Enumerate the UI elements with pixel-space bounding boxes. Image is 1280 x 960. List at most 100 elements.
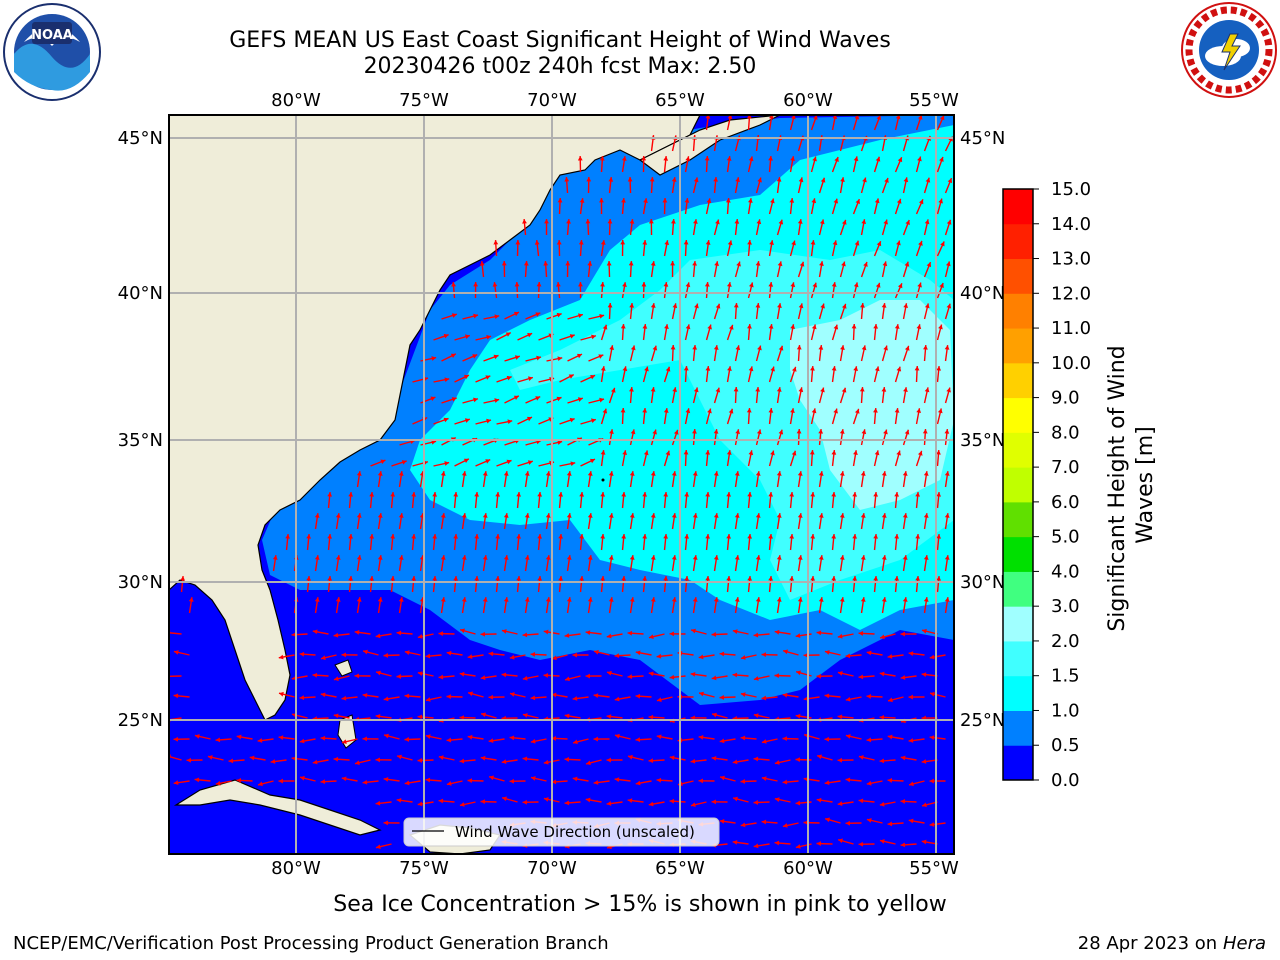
wind-wave-arrowhead <box>509 778 514 784</box>
wind-wave-arrowhead <box>692 597 698 602</box>
wind-wave-arrowhead <box>755 471 761 476</box>
wind-wave-arrowhead <box>796 345 802 350</box>
wind-wave-arrowhead <box>820 303 825 309</box>
wind-wave-arrowhead <box>740 692 746 697</box>
wind-wave-arrowhead <box>586 760 591 766</box>
wind-wave-arrowhead <box>564 757 570 762</box>
wind-wave-arrowhead <box>173 736 178 742</box>
wind-wave-arrowhead <box>748 450 754 456</box>
wind-wave-arrowhead <box>648 219 654 224</box>
wind-wave-arrowhead <box>791 366 797 372</box>
wind-wave-arrowhead <box>900 675 906 680</box>
wind-wave-arrowhead <box>944 513 950 518</box>
wind-wave-arrowhead <box>947 178 953 184</box>
wind-wave-arrowhead <box>537 534 543 539</box>
wind-wave-arrowhead <box>459 802 465 807</box>
wind-wave-arrowhead <box>369 534 375 539</box>
wind-wave-arrowhead <box>461 597 467 602</box>
svg-text:NOAA: NOAA <box>31 28 73 43</box>
wind-wave-arrowhead <box>513 311 519 317</box>
wind-wave-arrowhead <box>862 177 867 183</box>
wind-wave-arrowhead <box>845 734 851 739</box>
wind-wave-arrowhead <box>819 219 825 225</box>
wind-wave-arrowhead <box>431 439 437 445</box>
wind-wave-arrowhead <box>810 534 816 539</box>
wind-wave-arrowhead <box>691 628 696 634</box>
wind-wave-arrowhead <box>713 555 719 560</box>
wind-wave-arrowhead <box>900 842 906 848</box>
wind-wave-arrowhead <box>377 471 383 476</box>
wind-wave-arrowhead <box>627 674 633 680</box>
wind-wave-arrowhead <box>390 492 396 497</box>
wind-wave-arrowhead <box>569 334 575 339</box>
wind-wave-arrowhead <box>463 458 469 463</box>
wind-wave-arrowhead <box>417 671 423 676</box>
wind-wave-arrowhead <box>908 738 914 743</box>
wind-wave-arrowhead <box>728 324 734 330</box>
wind-wave-arrowhead <box>881 597 887 602</box>
wind-wave-arrowhead <box>362 736 367 742</box>
wind-wave-arrowhead <box>853 366 859 372</box>
wind-wave-arrowhead <box>944 429 950 434</box>
wind-wave-arrowhead <box>816 797 822 803</box>
wind-wave-arrowhead <box>593 649 599 655</box>
colorbar-label: Significant Height of Wind Waves [m] <box>1105 338 1158 631</box>
wind-wave-arrowhead <box>503 471 509 476</box>
colorbar-segment <box>1003 536 1033 572</box>
wind-wave-arrowhead <box>599 313 605 319</box>
wind-wave-arrowhead <box>459 715 464 721</box>
wind-wave-arrowhead <box>586 177 592 182</box>
wind-wave-arrowhead <box>841 387 847 393</box>
wind-wave-arrowhead <box>249 755 255 761</box>
colorbar-segment <box>1003 467 1033 503</box>
wind-wave-arrowhead <box>643 450 649 456</box>
wind-wave-arrowhead <box>482 555 488 560</box>
wind-wave-arrowhead <box>726 492 732 497</box>
wind-wave-arrowhead <box>551 779 557 785</box>
wind-wave-arrowhead <box>587 555 593 560</box>
wind-wave-arrowhead <box>761 695 767 701</box>
wind-wave-arrowhead <box>753 713 759 718</box>
wind-wave-arrowhead <box>903 177 909 183</box>
wind-wave-arrowhead <box>747 198 753 203</box>
wind-wave-arrowhead <box>924 303 930 309</box>
wind-wave-arrows <box>169 115 954 850</box>
wind-wave-arrowhead <box>524 471 530 476</box>
wind-wave-arrowhead <box>425 777 431 783</box>
wind-wave-arrowhead <box>726 576 732 581</box>
wind-wave-arrowhead <box>629 303 635 308</box>
wind-wave-arrowhead <box>876 241 882 247</box>
wind-wave-arrowhead <box>929 691 935 697</box>
wind-wave-arrowhead <box>397 754 402 760</box>
wind-wave-arrowhead <box>614 777 620 783</box>
wind-wave-arrowhead <box>921 628 927 634</box>
wind-wave-arrowhead <box>463 374 469 380</box>
wind-wave-arrowhead <box>446 694 451 700</box>
wind-wave-arrowhead <box>587 471 593 476</box>
wind-wave-arrowhead <box>333 756 339 762</box>
wind-wave-arrowhead <box>291 632 297 638</box>
wind-wave-arrowhead <box>285 534 291 539</box>
wind-wave-arrowhead <box>591 334 596 340</box>
wind-wave-arrowhead <box>879 839 885 844</box>
wind-wave-arrowhead <box>460 628 465 634</box>
wind-wave-arrowhead <box>715 219 720 225</box>
wind-wave-arrowhead <box>556 282 561 287</box>
wind-wave-arrowhead <box>783 649 788 655</box>
wind-wave-arrowhead <box>796 429 802 434</box>
wind-wave-arrowhead <box>874 450 880 456</box>
wind-wave-arrowhead <box>576 353 582 359</box>
wind-wave-arrowhead <box>839 513 845 518</box>
wind-wave-arrowhead <box>474 534 480 539</box>
wind-wave-arrowhead <box>776 387 782 392</box>
wind-wave-arrowhead <box>446 650 452 656</box>
wind-wave-arrowhead <box>672 303 678 309</box>
wind-wave-arrowhead <box>228 758 234 764</box>
wind-wave-arrowhead <box>593 736 598 742</box>
colorbar-segment <box>1003 293 1033 329</box>
wind-wave-arrowhead <box>796 670 801 676</box>
wind-wave-arrowhead <box>740 822 746 828</box>
wind-wave-arrowhead <box>537 492 543 497</box>
wind-wave-arrowhead <box>684 492 690 497</box>
wind-wave-arrowhead <box>468 691 473 697</box>
